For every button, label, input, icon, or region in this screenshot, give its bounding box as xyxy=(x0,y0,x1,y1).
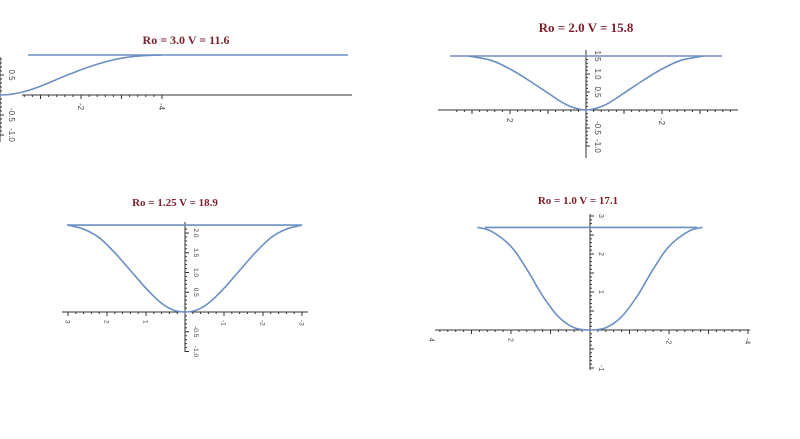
chart-title: Ro = 2.0 V = 15.8 xyxy=(539,20,634,35)
profile-curve xyxy=(468,55,704,111)
x-tick-label: -2 xyxy=(76,103,85,111)
x-tick-label: -3 xyxy=(298,320,305,326)
y-tick-label: 2.0 xyxy=(192,228,199,237)
x-tick-label: -4 xyxy=(744,338,751,344)
x-tick-label: 2 xyxy=(507,338,514,342)
chart-panel-1: Ro = 3.0 V = 11.642-2-4-1.0-0.50.5 xyxy=(0,33,352,142)
y-tick-label: 0.5 xyxy=(192,288,199,297)
y-tick-label: 1.0 xyxy=(192,268,199,277)
x-tick-label: 3 xyxy=(64,320,71,324)
x-tick-label: 4 xyxy=(428,338,435,342)
y-tick-label: 1.0 xyxy=(593,68,602,80)
y-tick-label: -0.5 xyxy=(7,108,16,122)
x-tick-label: 2 xyxy=(505,118,514,123)
chart-panel-3: Ro = 1.25 V = 18.9 3 2 1 -1 -2 -3 -1.0 -0.5 0.5 1.… xyxy=(62,197,308,357)
x-tick-label: 1 xyxy=(142,320,149,324)
chart-panel-2: Ro = 2.0 V = 15.82 -2-1.0-0.50.51.01.5 xyxy=(438,20,738,158)
y-tick-label: -0.5 xyxy=(192,326,199,338)
y-tick-label: 1 xyxy=(597,290,604,294)
chart-title: Ro = 1.25 V = 18.9 xyxy=(132,197,218,209)
y-tick-label: -1.0 xyxy=(192,346,199,358)
y-tick-label: -1.0 xyxy=(593,139,602,153)
y-tick-label: 3 xyxy=(597,214,604,218)
chart-panel-4: Ro = 1.0 V = 17.1 4 2 -2 -4 -1 1 2 3 xyxy=(428,195,751,371)
chart-title: Ro = 3.0 V = 11.6 xyxy=(143,33,230,47)
profile-curve xyxy=(67,224,303,313)
y-tick-label: -1 xyxy=(597,365,604,371)
x-tick-label: -2 xyxy=(259,320,266,326)
x-tick-label: 2 xyxy=(103,320,110,324)
y-tick-label: 1.5 xyxy=(192,248,199,257)
chart-title: Ro = 1.0 V = 17.1 xyxy=(538,195,618,207)
x-tick-label: -1 xyxy=(220,320,227,326)
x-tick-label: -2 xyxy=(657,118,666,126)
profile-curve xyxy=(477,226,703,331)
y-tick-label: 0.5 xyxy=(593,86,602,98)
y-tick-label: 0.5 xyxy=(7,69,16,81)
y-tick-label: 2 xyxy=(597,252,604,256)
x-tick-label: -4 xyxy=(157,103,166,111)
y-tick-label: -1.0 xyxy=(7,128,16,142)
y-tick-label: -0.5 xyxy=(593,121,602,135)
profile-curve xyxy=(0,54,163,96)
x-tick-label: -2 xyxy=(665,338,672,344)
